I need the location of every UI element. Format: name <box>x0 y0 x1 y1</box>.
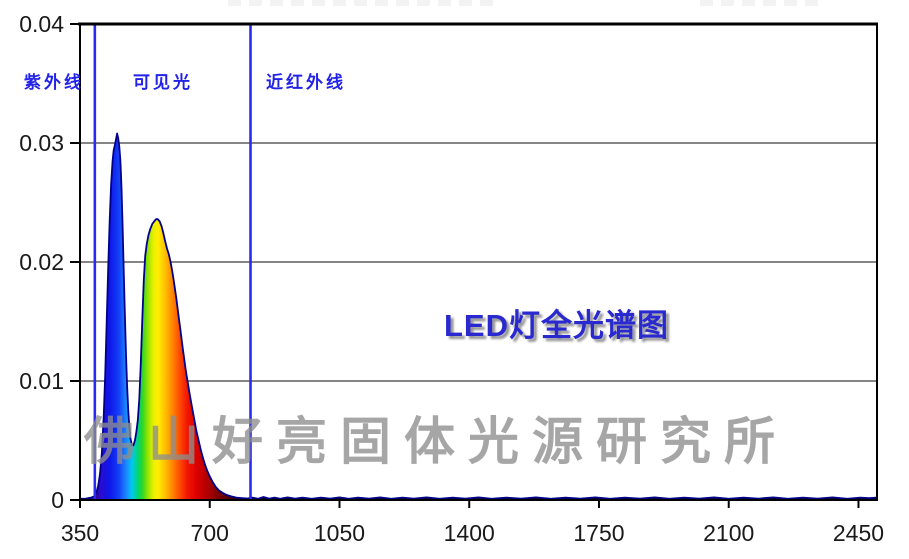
region-boundary-lines <box>93 24 252 500</box>
region-label-ultraviolet: 紫外线 <box>24 73 84 92</box>
svg-text:350: 350 <box>61 520 99 546</box>
svg-text:0.04: 0.04 <box>19 11 64 37</box>
x-axis-ticks: 350 700 1050 1400 1750 2100 2450 <box>61 500 884 546</box>
svg-text:2450: 2450 <box>833 520 884 546</box>
watermark: 佛山好亮固体光源研究所 <box>84 413 789 470</box>
svg-text:0.02: 0.02 <box>19 249 64 275</box>
gridlines <box>80 142 877 382</box>
spectrum-curve <box>79 132 878 501</box>
svg-text:700: 700 <box>191 520 229 546</box>
cropped-title-artifact <box>228 0 496 6</box>
region-label-near-infrared: 近红外线 <box>266 73 346 92</box>
chart-title: LED灯全光谱图 <box>444 308 669 343</box>
cropped-title-artifact <box>700 0 820 6</box>
svg-text:0.01: 0.01 <box>19 368 64 394</box>
svg-text:0: 0 <box>51 487 64 513</box>
region-label-visible-light: 可见光 <box>133 73 193 92</box>
svg-text:1400: 1400 <box>444 520 495 546</box>
y-axis-ticks: 0 0.01 0.02 0.03 0.04 <box>19 11 80 513</box>
svg-text:1750: 1750 <box>573 520 624 546</box>
svg-text:1050: 1050 <box>314 520 365 546</box>
svg-text:0.03: 0.03 <box>19 130 64 156</box>
svg-text:2100: 2100 <box>703 520 754 546</box>
